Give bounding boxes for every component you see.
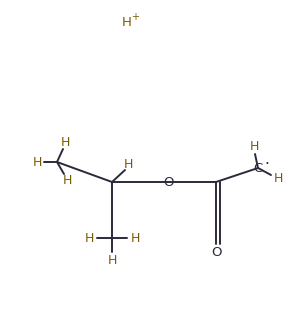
Text: H: H [84, 231, 94, 245]
Text: H: H [107, 254, 117, 266]
Text: H: H [122, 15, 132, 29]
Text: H: H [130, 231, 140, 245]
Text: O: O [163, 176, 173, 188]
Text: O: O [211, 246, 221, 258]
Text: ·: · [265, 158, 270, 172]
Text: H: H [249, 140, 259, 152]
Text: +: + [131, 12, 139, 22]
Text: H: H [123, 159, 133, 171]
Text: H: H [32, 155, 42, 169]
Text: C: C [253, 161, 263, 175]
Text: H: H [273, 171, 283, 185]
Text: H: H [62, 173, 72, 187]
Text: H: H [60, 135, 70, 149]
